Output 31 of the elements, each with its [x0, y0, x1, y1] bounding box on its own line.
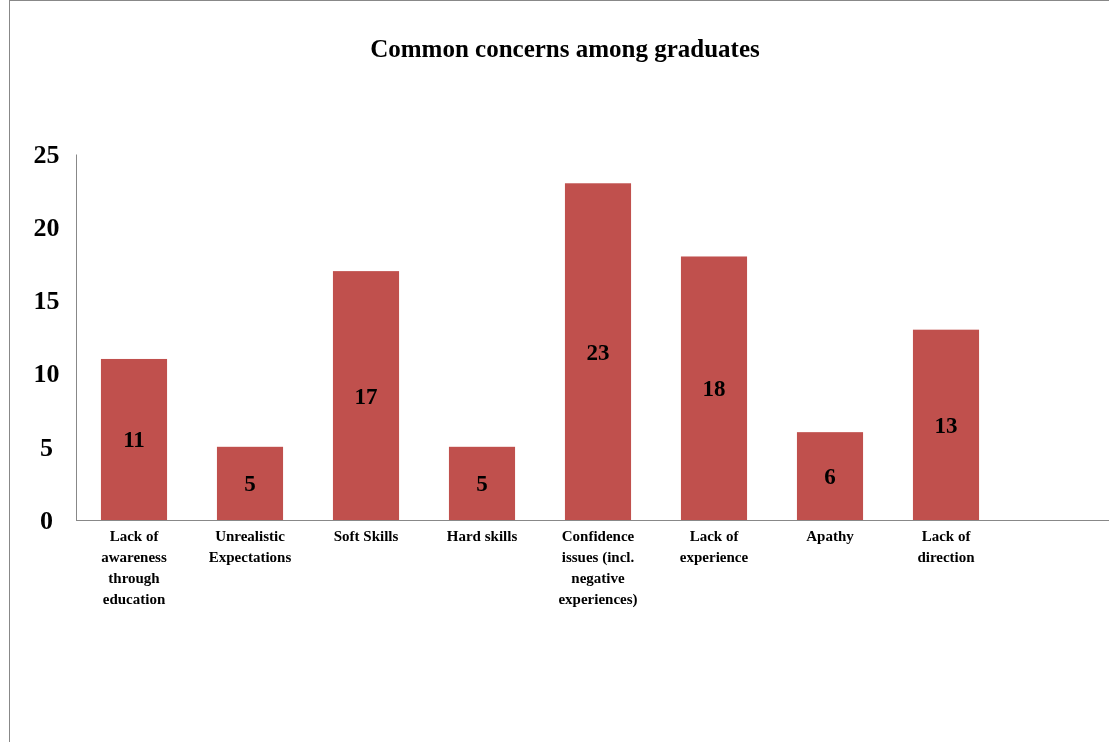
x-tick-label: Soft Skills: [333, 527, 399, 544]
y-tick-label: 10: [33, 359, 60, 389]
y-tick-label: 20: [33, 213, 60, 243]
data-label: 13: [934, 412, 958, 438]
chart-title: Common concerns among graduates: [370, 35, 761, 62]
bar: [796, 432, 864, 520]
x-tick-label: Lack of experience: [679, 527, 749, 565]
bar: [100, 358, 168, 520]
data-label: 23: [586, 339, 610, 365]
data-label: 5: [476, 471, 488, 497]
bar: [564, 183, 632, 520]
bar: [448, 446, 516, 520]
data-label: 18: [702, 376, 726, 402]
bar: [332, 271, 400, 520]
data-label: 5: [244, 471, 256, 497]
x-tick-label: Lack of awareness through education: [101, 527, 167, 607]
data-label: 11: [123, 427, 145, 453]
y-tick-label: 5: [39, 432, 53, 462]
x-tick-label: Confidence issues (incl. negative experiences): [558, 527, 638, 608]
y-tick-label: 25: [33, 139, 60, 169]
x-tick-label: Hard skills: [446, 527, 518, 544]
data-label: 6: [824, 464, 836, 490]
y-tick-label: 0: [39, 505, 53, 535]
bar: [216, 446, 284, 520]
y-tick-label: 15: [33, 286, 60, 316]
bar: [680, 256, 748, 520]
bar: [912, 329, 980, 520]
x-tick-label: Lack of direction: [917, 527, 976, 565]
x-tick-label: Apathy: [806, 527, 855, 544]
data-label: 17: [354, 383, 378, 409]
x-tick-label: Unrealistic Expectations: [208, 527, 292, 565]
